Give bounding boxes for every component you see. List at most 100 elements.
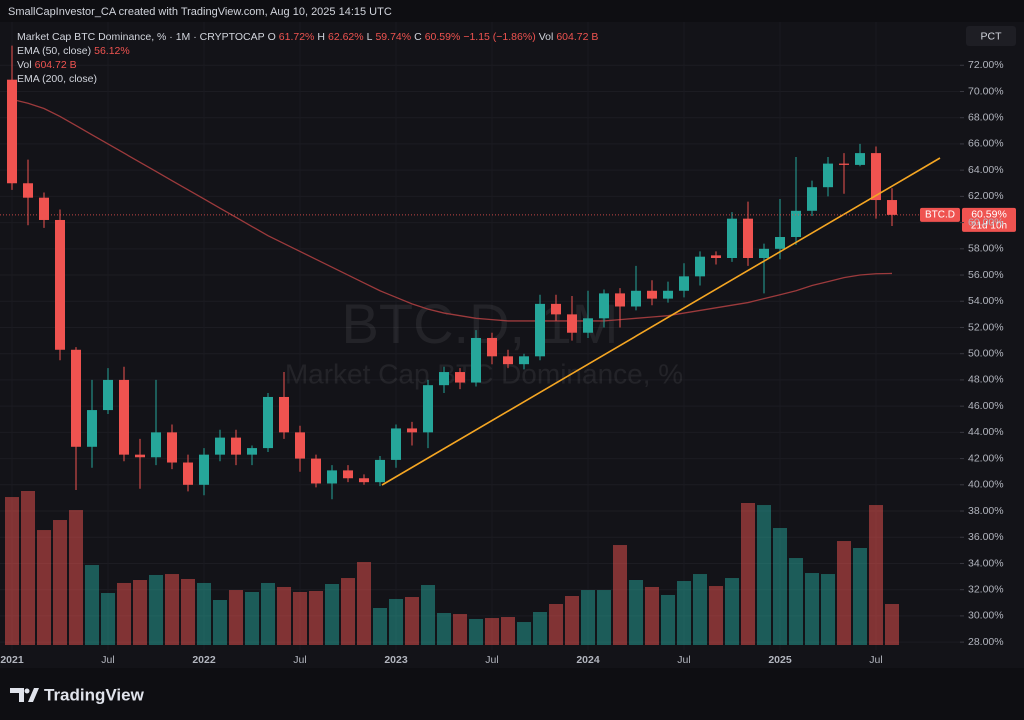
ema — [11, 98, 893, 322]
x-tick-label: 2023 — [384, 654, 408, 666]
trendline — [381, 157, 941, 486]
volume-bar — [837, 541, 851, 645]
y-tick-label: 48.00% — [968, 374, 1004, 386]
legend-ema50-value: 56.12% — [94, 45, 130, 57]
pane — [0, 22, 960, 650]
legend-ohlc-value: 62.62% — [328, 31, 364, 43]
candle-body — [679, 276, 689, 291]
last-price-box — [962, 207, 1016, 232]
legend-vol-value: 604.72 B — [556, 31, 598, 43]
candle-body — [407, 428, 417, 433]
candle-body — [311, 458, 321, 484]
volume-bar — [709, 586, 723, 645]
y-tick-label: 62.00% — [968, 190, 1004, 202]
candle-body — [295, 432, 305, 459]
volume-bar — [533, 611, 547, 645]
candle-body — [263, 396, 273, 449]
y-tick-label: 44.00% — [968, 426, 1004, 438]
volume-bar — [773, 528, 787, 645]
candle-body — [535, 303, 545, 357]
candle-body — [599, 293, 609, 319]
volume-bar — [677, 581, 691, 645]
x-tick-label: 2022 — [192, 654, 216, 666]
scale-button[interactable] — [966, 26, 1016, 46]
legend-change: −1.15 (−1.86%) — [463, 31, 535, 43]
x-tick-label: Jul — [677, 654, 690, 666]
candle-body — [167, 432, 177, 463]
y-tick-label: 32.00% — [968, 583, 1004, 595]
y-tick-label: 66.00% — [968, 138, 1004, 150]
volume-bar — [53, 520, 67, 645]
candle-body — [727, 218, 737, 258]
volume-bar — [101, 593, 115, 645]
candle-body — [359, 478, 369, 483]
axis-labels: 28.00% 30.00% 32.00% 34.00% 36.00% 38.00% 40.0… — [0, 59, 1003, 666]
volume-bar — [341, 578, 355, 645]
volume-bar — [5, 497, 19, 645]
volume-bar — [629, 579, 643, 645]
legend-ohlc-key: H — [317, 31, 325, 43]
volume-bar — [261, 582, 275, 645]
brand: TradingView — [10, 685, 145, 704]
candle-body — [567, 314, 577, 333]
candle-body — [455, 372, 465, 383]
scale-button-label[interactable]: PCT — [981, 30, 1003, 42]
volume-bar — [805, 573, 819, 645]
last-price-countdown: 21d 10h — [971, 220, 1007, 231]
ema-line — [11, 98, 893, 322]
volume-bar — [597, 590, 611, 645]
volume-bar — [373, 607, 387, 645]
volume-bar — [549, 603, 563, 645]
candle-body — [647, 290, 657, 299]
legend-ohlc-value: 60.59% — [425, 31, 461, 43]
candle-body — [103, 379, 113, 411]
volume-bar — [645, 586, 659, 645]
volume-bar — [149, 574, 163, 645]
time-axis — [0, 650, 960, 668]
volume-bar — [869, 505, 883, 645]
volume-bar — [213, 599, 227, 645]
legend-row: EMA (50, close) 56.12% — [17, 45, 130, 57]
x-tick-label: Jul — [869, 654, 882, 666]
volume-bar — [693, 574, 707, 645]
volume-bar — [725, 578, 739, 645]
volume-bar — [741, 502, 755, 645]
candle-body — [119, 379, 129, 455]
candle-body — [487, 337, 497, 357]
last-symbol: BTC.D — [925, 209, 955, 220]
credit: SmallCapInvestor_CA created with Trading… — [8, 6, 392, 18]
y-tick-label: 40.00% — [968, 479, 1004, 491]
volume-bar — [581, 590, 595, 645]
y-tick-label: 42.00% — [968, 452, 1004, 464]
legend: Market Cap BTC Dominance, % · 1M · CRYPT… — [17, 31, 598, 85]
brand-name: TradingView — [44, 685, 145, 704]
volume-bar — [469, 618, 483, 645]
volume-bar — [117, 582, 131, 645]
brand-logo — [10, 688, 39, 702]
candle-body — [743, 218, 753, 258]
candle-body — [663, 290, 673, 299]
candle-body — [551, 303, 561, 315]
candle-body — [231, 437, 241, 455]
legend-ema200: EMA (200, close) — [17, 73, 97, 85]
volume-bar — [885, 604, 899, 645]
candle-body — [503, 356, 513, 365]
watermark-description: Market Cap BTC Dominance, % — [285, 358, 683, 389]
candle-body — [615, 293, 625, 307]
legend-row: Market Cap BTC Dominance, % · 1M · CRYPT… — [17, 31, 598, 43]
volume-bar — [229, 590, 243, 645]
candle-body — [807, 187, 817, 211]
legend-ohlc-key: L — [367, 31, 373, 43]
y-tick-label: 30.00% — [968, 610, 1004, 622]
price-axis — [960, 22, 1024, 668]
candle-body — [759, 248, 769, 258]
volume-bar — [277, 586, 291, 645]
y-tick-label: 52.00% — [968, 321, 1004, 333]
volume-bar — [21, 491, 35, 645]
legend-vol-key: Vol — [539, 31, 554, 43]
volume-bar — [181, 578, 195, 645]
y-tick-label: 58.00% — [968, 243, 1004, 255]
legend-ohlc-key: C — [414, 31, 422, 43]
